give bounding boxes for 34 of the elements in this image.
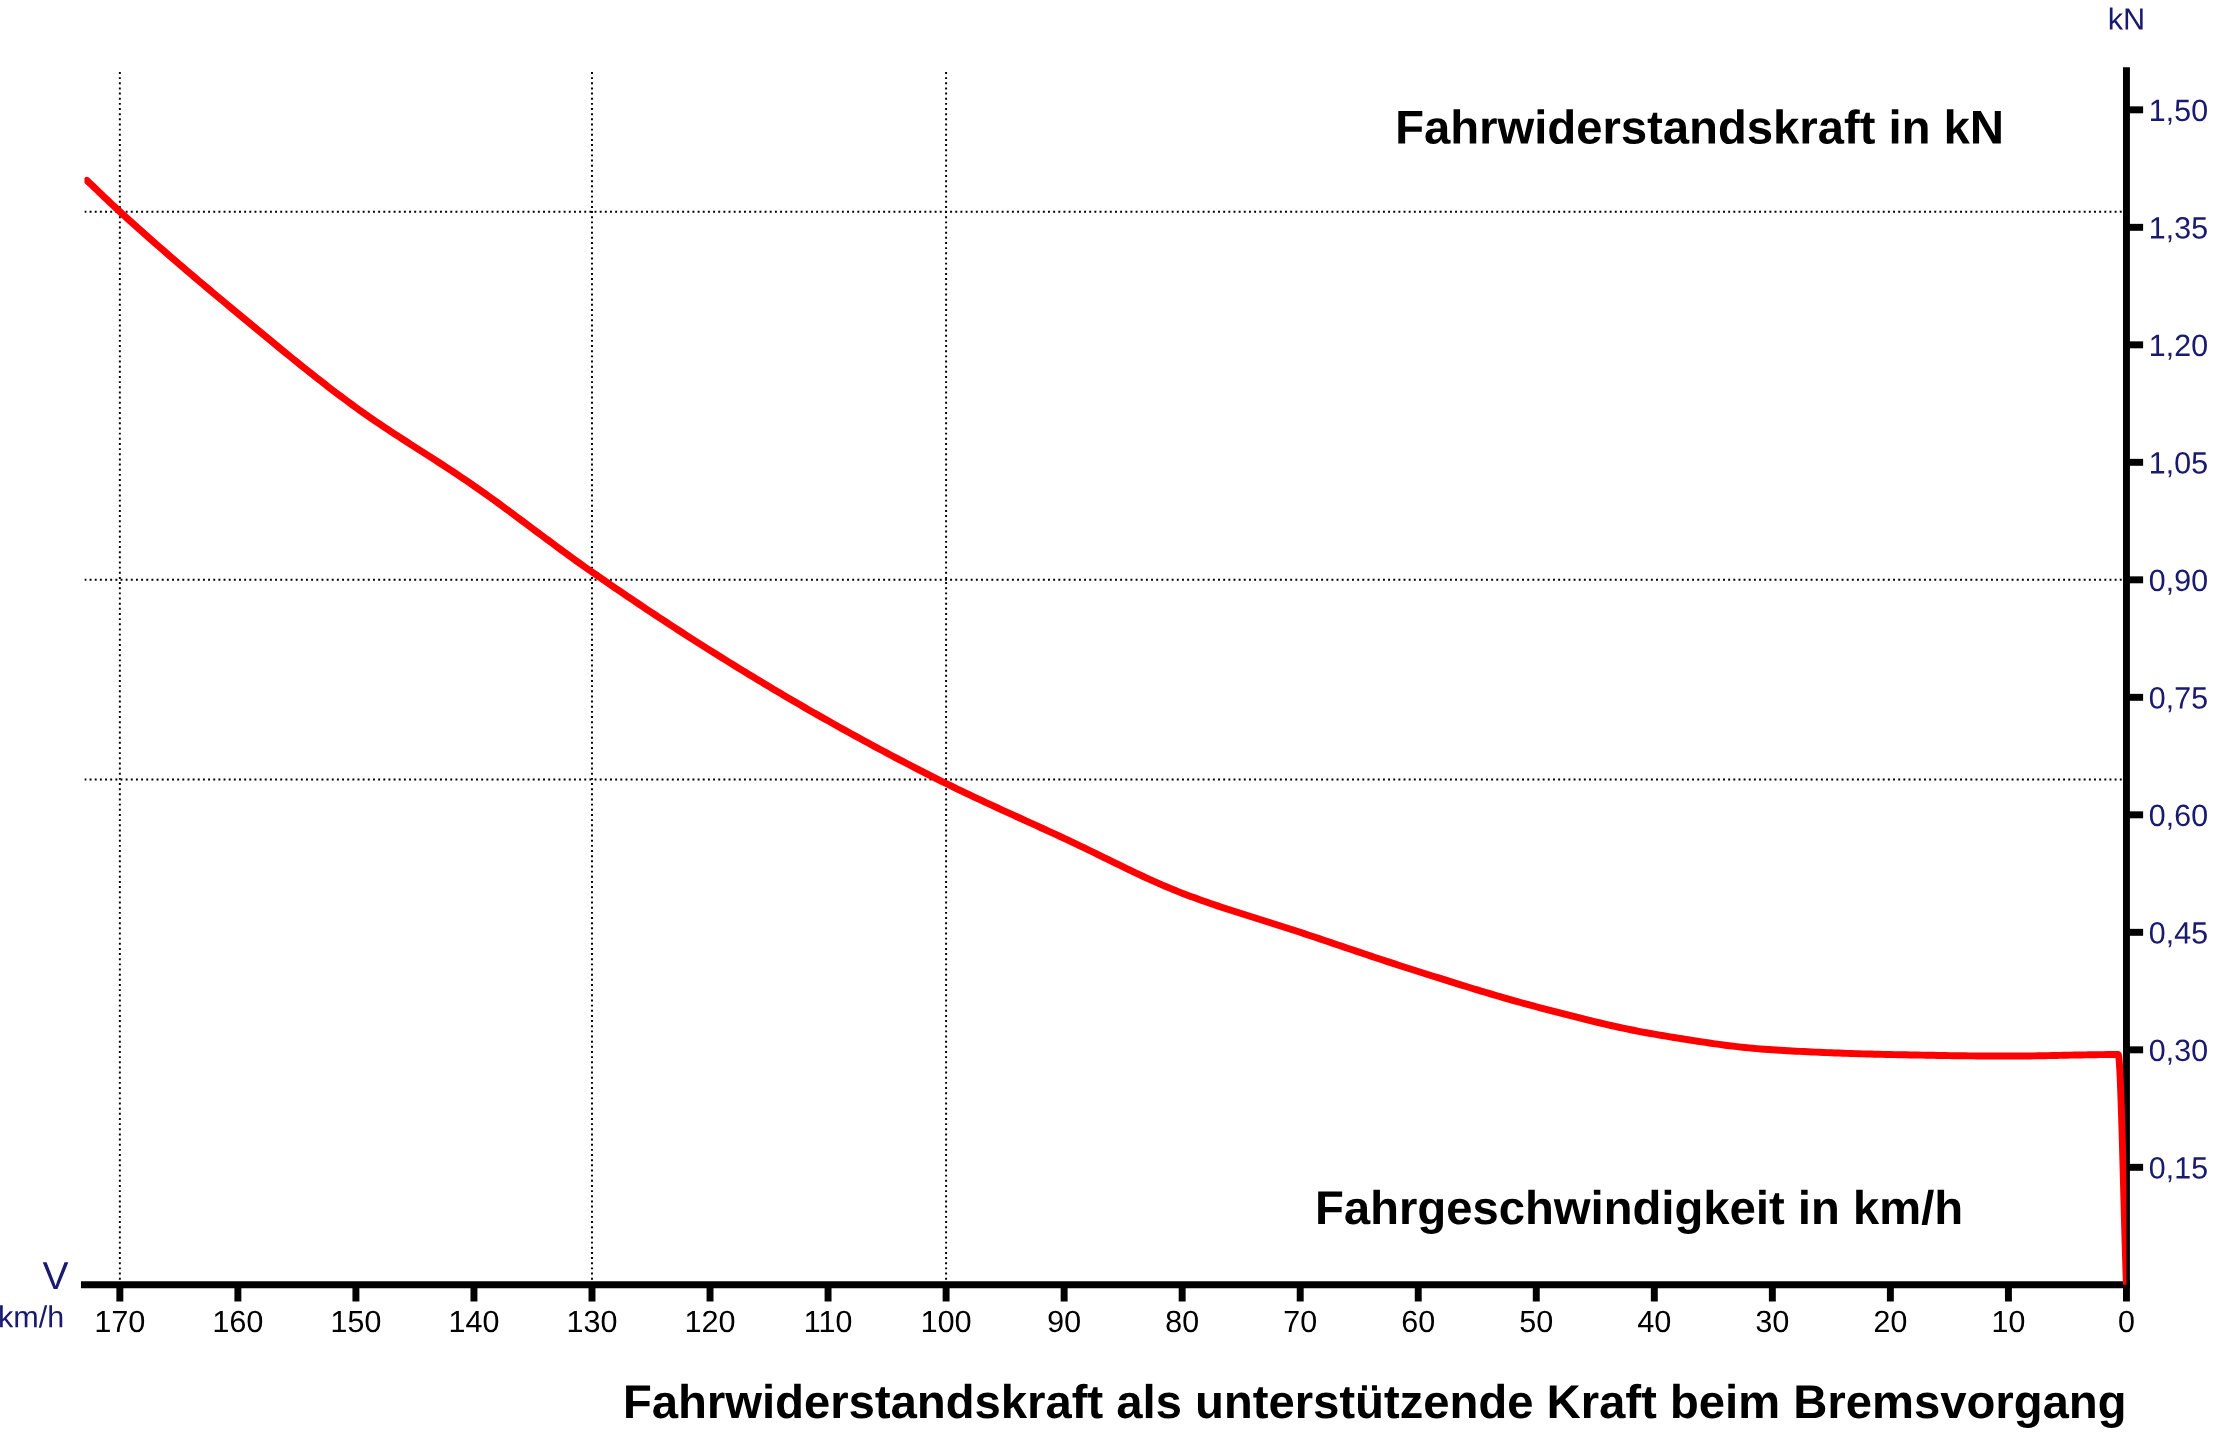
- y-tick-label: 0,60: [2149, 804, 2207, 830]
- x-tick-label: 140: [450, 1310, 499, 1333]
- x-tick-label: 10: [1993, 1310, 2025, 1333]
- y-axis-title: Fahrwiderstandskraft in kN: [1398, 109, 2001, 145]
- x-tick-label: 60: [1402, 1310, 1435, 1333]
- x-tick-label: 160: [214, 1310, 263, 1333]
- x-tick-label: 30: [1756, 1310, 1789, 1333]
- x-tick-label: 80: [1166, 1310, 1198, 1333]
- x-tick-label: 90: [1048, 1310, 1080, 1333]
- text: V: [42, 1262, 69, 1290]
- y-tick-label: 0,30: [2149, 1039, 2207, 1065]
- text: kN: [2109, 7, 2143, 30]
- y-tick-label: 0,90: [2149, 569, 2207, 595]
- x-tick-label: 20: [1874, 1310, 1907, 1333]
- x-tick-label: 110: [806, 1310, 852, 1333]
- x-tick-label: 170: [96, 1310, 145, 1333]
- x-tick-label: 50: [1520, 1310, 1553, 1333]
- x-axis-title: Fahrgeschwindigkeit in km/h: [1318, 1189, 1961, 1235]
- x-tick-label: 130: [568, 1310, 617, 1333]
- text: Fahrwiderstandskraft als unterstützende Kraft beim Bremsvorgang: [626, 1383, 2124, 1429]
- x-tick-label: 70: [1284, 1310, 1316, 1333]
- y-tick-label: 1,05: [2151, 452, 2207, 478]
- y-tick-label: 0,75: [2149, 687, 2207, 713]
- x-tick-label: 0: [2119, 1310, 2134, 1333]
- x-tick-label: 100: [922, 1310, 971, 1333]
- y-tick-label: 0,15: [2149, 1157, 2207, 1183]
- y-tick-label: 1,35: [2151, 217, 2207, 243]
- x-tick-label: 120: [686, 1310, 735, 1333]
- text: km/h: [0, 1305, 63, 1328]
- x-tick-label: 40: [1638, 1310, 1671, 1333]
- y-tick-label: 1,50: [2151, 99, 2207, 125]
- y-tick-label: 1,20: [2151, 334, 2207, 360]
- y-tick-label: 0,45: [2149, 922, 2207, 948]
- x-tick-label: 150: [332, 1310, 381, 1333]
